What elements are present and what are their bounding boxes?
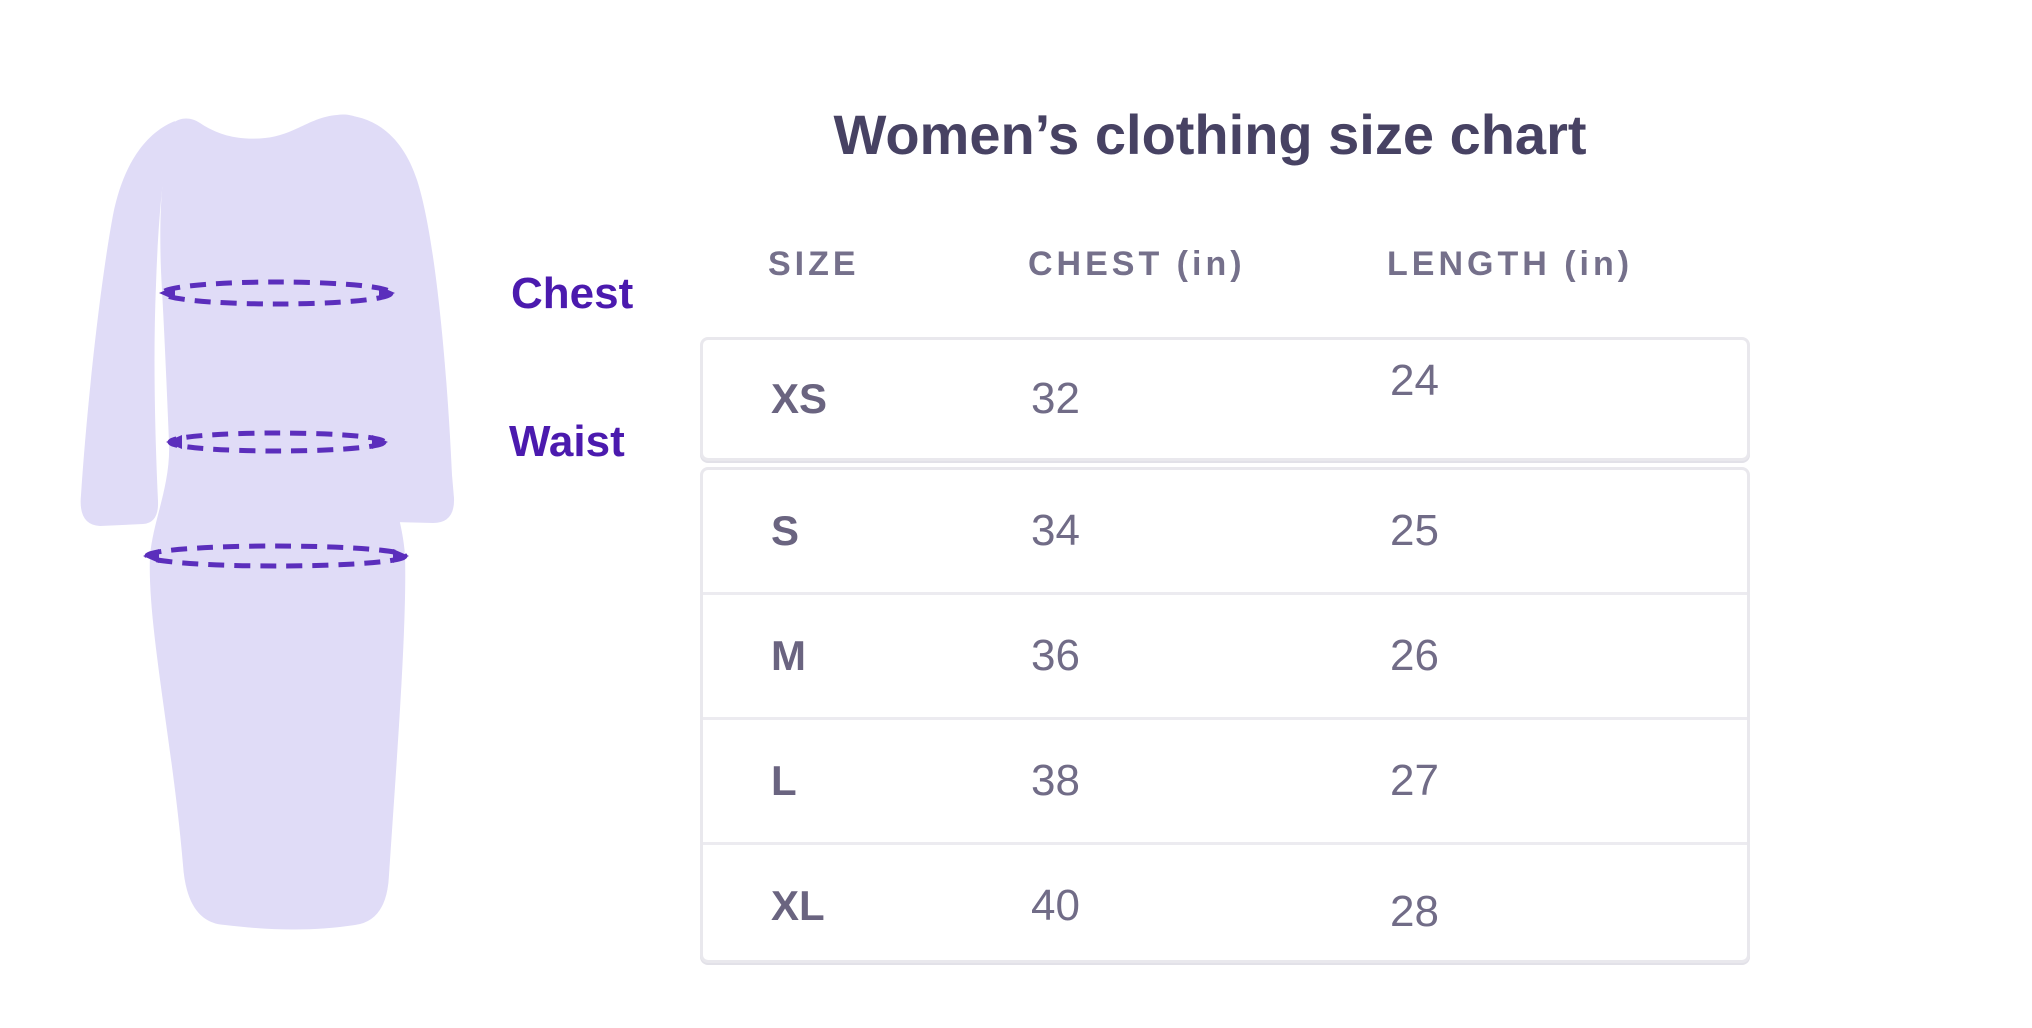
chest-cell: 34 xyxy=(1031,506,1080,555)
dress-diagram xyxy=(80,114,455,930)
length-cell: 27 xyxy=(1390,756,1439,805)
chest-measure-ellipse xyxy=(159,279,395,307)
size-cell: XL xyxy=(771,882,825,929)
dress-left-sleeve xyxy=(80,121,175,526)
table-row-s: S 34 25 xyxy=(703,470,1747,592)
column-header-size: SIZE xyxy=(768,245,860,283)
length-cell: 26 xyxy=(1390,631,1439,680)
size-cell: L xyxy=(771,757,797,804)
waist-measure-ellipse xyxy=(166,430,388,454)
dress-right-sleeve xyxy=(340,115,455,523)
chest-cell: 38 xyxy=(1031,756,1080,805)
size-cell: M xyxy=(771,632,806,679)
table-row-m: M 36 26 xyxy=(703,592,1747,717)
page-title: Women’s clothing size chart xyxy=(833,103,1587,166)
size-table: SIZE CHEST (in) LENGTH (in) XS 32 24 S 3… xyxy=(700,245,1756,975)
column-header-chest: CHEST (in) xyxy=(1028,245,1246,283)
length-cell: 24 xyxy=(1390,356,1439,405)
dress-silhouette xyxy=(149,114,406,930)
length-cell: 28 xyxy=(1390,887,1439,936)
table-row-group: S 34 25 M 36 26 L 38 27 XL 40 28 xyxy=(700,467,1750,963)
length-cell: 25 xyxy=(1390,506,1439,555)
column-header-length: LENGTH (in) xyxy=(1387,245,1634,283)
size-cell: XS xyxy=(771,375,828,422)
waist-label: Waist xyxy=(509,417,625,466)
table-row-xl: XL 40 28 xyxy=(703,842,1747,967)
chest-cell: 40 xyxy=(1031,881,1080,930)
chest-cell: 32 xyxy=(1031,374,1080,423)
chest-label: Chest xyxy=(511,269,634,318)
table-row-l: L 38 27 xyxy=(703,717,1747,842)
table-header-row: SIZE CHEST (in) LENGTH (in) xyxy=(700,245,1756,285)
table-row-xs: XS 32 24 xyxy=(700,337,1750,461)
size-cell: S xyxy=(771,507,800,554)
hip-measure-ellipse xyxy=(143,543,409,569)
chest-cell: 36 xyxy=(1031,631,1080,680)
